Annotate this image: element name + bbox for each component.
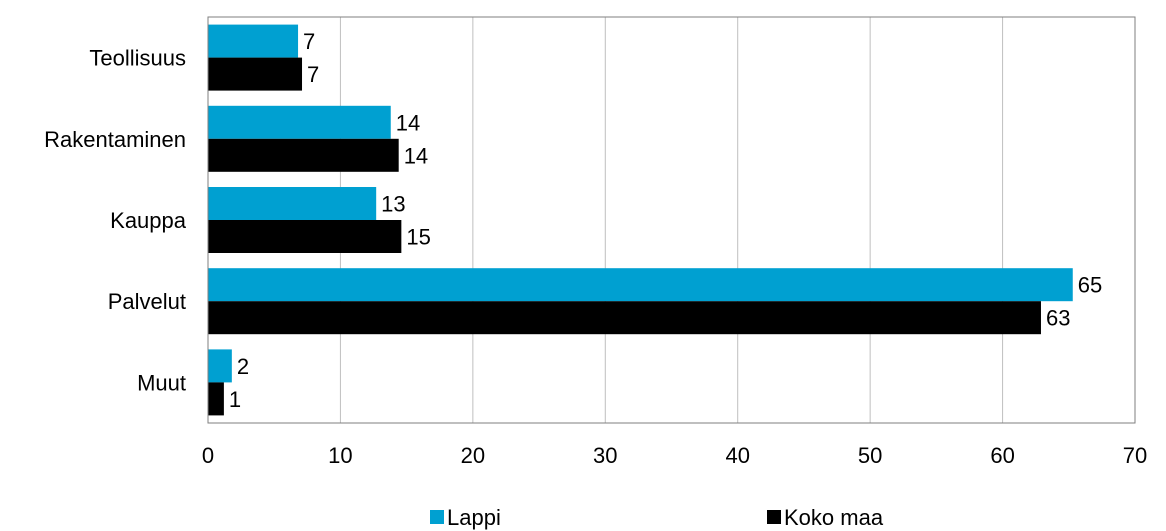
x-tick-label: 20 xyxy=(461,443,485,468)
data-label: 63 xyxy=(1046,306,1070,331)
x-tick-labels: 0 10 20 30 40 50 60 70 xyxy=(202,443,1147,468)
x-tick-label: 10 xyxy=(328,443,352,468)
category-label: Kauppa xyxy=(110,208,187,233)
x-tick-label: 0 xyxy=(202,443,214,468)
data-label: 1 xyxy=(229,387,241,412)
bar xyxy=(208,220,402,253)
x-tick-label: 60 xyxy=(990,443,1014,468)
bars xyxy=(208,24,1073,416)
category-labels: Teollisuus Rakentaminen Kauppa Palvelut Muut xyxy=(44,46,187,396)
category-label: Muut xyxy=(137,370,186,395)
x-tick-label: 30 xyxy=(593,443,617,468)
legend-swatch xyxy=(767,510,781,524)
legend-label: Lappi xyxy=(447,505,501,530)
bar xyxy=(208,382,224,416)
data-label: 13 xyxy=(381,192,405,217)
bar xyxy=(208,57,303,91)
data-label: 14 xyxy=(404,143,428,168)
category-label: Palvelut xyxy=(108,289,186,314)
bar xyxy=(208,105,391,139)
bar xyxy=(208,301,1041,335)
data-label: 15 xyxy=(406,225,430,250)
x-tick-label: 50 xyxy=(858,443,882,468)
category-label: Teollisuus xyxy=(89,46,186,71)
data-label: 7 xyxy=(303,29,315,54)
bar xyxy=(208,138,399,172)
bar xyxy=(208,24,299,58)
bar xyxy=(208,268,1073,302)
data-label: 14 xyxy=(396,110,420,135)
bar xyxy=(208,349,232,383)
bar xyxy=(208,187,377,220)
data-label: 7 xyxy=(307,62,319,87)
x-tick-label: 70 xyxy=(1123,443,1147,468)
data-label: 2 xyxy=(237,354,249,379)
legend-swatch xyxy=(430,510,444,524)
plot-area-frame xyxy=(207,16,1136,424)
category-label: Rakentaminen xyxy=(44,127,186,152)
legend-label: Koko maa xyxy=(784,505,884,530)
data-label: 65 xyxy=(1078,273,1102,298)
x-tick-label: 40 xyxy=(725,443,749,468)
gridlines xyxy=(339,17,1004,423)
legend: Lappi Koko maa xyxy=(430,505,884,530)
